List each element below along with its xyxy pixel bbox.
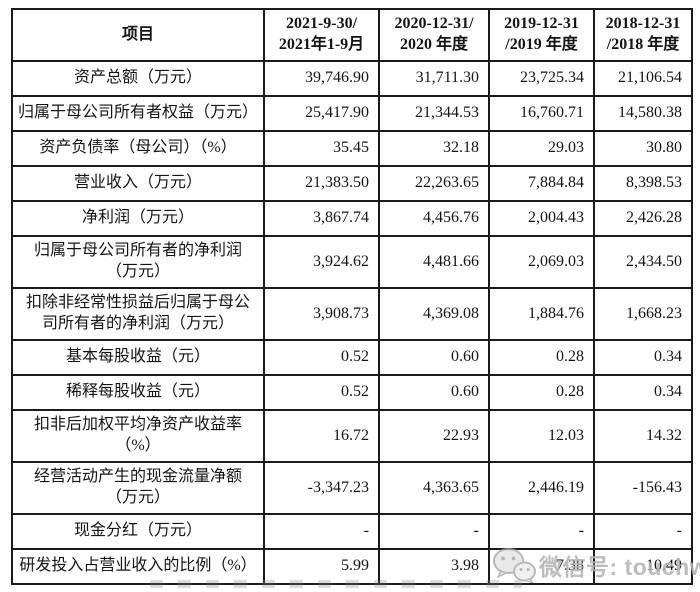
value-cell: 4,481.66 bbox=[378, 235, 490, 289]
value-cell: 12.03 bbox=[488, 409, 595, 463]
value-cell: 2,434.50 bbox=[593, 235, 693, 289]
table-row-deducted-net-profit: 扣除非经常性损益后归属于母公 司所有者的净利润（万元） 3,908.73 4,3… bbox=[11, 287, 693, 341]
header-cell-period-2021: 2021-9-30/ 2021年1-9月 bbox=[263, 8, 380, 62]
value-cell: 2,446.19 bbox=[488, 461, 595, 515]
value-cell: - bbox=[488, 513, 595, 550]
value-cell: 32.18 bbox=[378, 130, 490, 167]
value-cell: 2,069.03 bbox=[488, 235, 595, 289]
value-cell: 0.28 bbox=[488, 374, 595, 411]
value-cell: 2,426.28 bbox=[593, 200, 693, 237]
value-cell: 0.60 bbox=[378, 339, 490, 376]
row-label: 净利润（万元） bbox=[11, 200, 265, 237]
value-cell: 0.34 bbox=[593, 374, 693, 411]
value-cell: 29.03 bbox=[488, 130, 595, 167]
row-label: 基本每股收益（元） bbox=[11, 339, 265, 376]
row-label: 扣非后加权平均净资产收益率 （%） bbox=[11, 409, 265, 463]
table-row-rd-ratio: 研发投入占营业收入的比例（%） 5.99 3.98 7.38 10.49 bbox=[11, 548, 693, 585]
value-cell: 14,580.38 bbox=[593, 95, 693, 132]
row-label: 研发投入占营业收入的比例（%） bbox=[11, 548, 265, 585]
value-cell: 1,884.76 bbox=[488, 287, 595, 341]
value-cell: 23,725.34 bbox=[488, 60, 595, 97]
row-label: 营业收入（万元） bbox=[11, 165, 265, 202]
table-row-parent-net-profit: 归属于母公司所有者的净利润 （万元） 3,924.62 4,481.66 2,0… bbox=[11, 235, 693, 289]
row-label: 归属于母公司所有者的净利润 （万元） bbox=[11, 235, 265, 289]
value-cell: 0.60 bbox=[378, 374, 490, 411]
header-cell-period-2018: 2018-12-31 /2018 年度 bbox=[593, 8, 693, 62]
value-cell: 3,867.74 bbox=[263, 200, 380, 237]
value-cell: 21,383.50 bbox=[263, 165, 380, 202]
value-cell: 21,344.53 bbox=[378, 95, 490, 132]
row-label: 稀释每股收益（元） bbox=[11, 374, 265, 411]
value-cell: 4,456.76 bbox=[378, 200, 490, 237]
wechat-watermark: 微信号: touchweb bbox=[492, 547, 700, 583]
value-cell: 4,369.08 bbox=[378, 287, 490, 341]
value-cell: 5.99 bbox=[263, 548, 380, 585]
wechat-icon bbox=[493, 548, 536, 583]
table-row-revenue: 营业收入（万元） 21,383.50 22,263.65 7,884.84 8,… bbox=[11, 165, 693, 202]
value-cell: -3,347.23 bbox=[263, 461, 380, 515]
value-cell: 22,263.65 bbox=[378, 165, 490, 202]
table-header-row: 项目 2021-9-30/ 2021年1-9月 2020-12-31/ 2020… bbox=[11, 8, 693, 62]
value-cell: 3,924.62 bbox=[263, 235, 380, 289]
value-cell: - bbox=[263, 513, 380, 550]
value-cell: 39,746.90 bbox=[263, 60, 380, 97]
table-row-debt-ratio: 资产负债率（母公司）（%） 35.45 32.18 29.03 30.80 bbox=[11, 130, 693, 167]
value-cell: - bbox=[593, 513, 693, 550]
value-cell: 22.93 bbox=[378, 409, 490, 463]
table-row-total-assets: 资产总额（万元） 39,746.90 31,711.30 23,725.34 2… bbox=[11, 60, 693, 97]
header-cell-period-2019: 2019-12-31 /2019 年度 bbox=[488, 8, 595, 62]
value-cell: 30.80 bbox=[593, 130, 693, 167]
row-label: 归属于母公司所有者权益（万元） bbox=[11, 95, 265, 132]
row-label: 资产总额（万元） bbox=[11, 60, 265, 97]
value-cell: 3,908.73 bbox=[263, 287, 380, 341]
row-label: 经营活动产生的现金流量净额 （万元） bbox=[11, 461, 265, 515]
value-cell: 2,004.43 bbox=[488, 200, 595, 237]
row-label: 扣除非经常性损益后归属于母公 司所有者的净利润（万元） bbox=[11, 287, 265, 341]
table-row-parent-equity: 归属于母公司所有者权益（万元） 25,417.90 21,344.53 16,7… bbox=[11, 95, 693, 132]
cutoff-text-remnant bbox=[150, 580, 522, 588]
financial-summary-table: 项目 2021-9-30/ 2021年1-9月 2020-12-31/ 2020… bbox=[11, 8, 693, 585]
value-cell: 0.28 bbox=[488, 339, 595, 376]
value-cell: 16,760.71 bbox=[488, 95, 595, 132]
value-cell: 21,106.54 bbox=[593, 60, 693, 97]
value-cell: 7,884.84 bbox=[488, 165, 595, 202]
value-cell: 35.45 bbox=[263, 130, 380, 167]
table-row-operating-cash-flow: 经营活动产生的现金流量净额 （万元） -3,347.23 4,363.65 2,… bbox=[11, 461, 693, 515]
table-row-diluted-eps: 稀释每股收益（元） 0.52 0.60 0.28 0.34 bbox=[11, 374, 693, 411]
value-cell: 0.52 bbox=[263, 339, 380, 376]
value-cell: 14.32 bbox=[593, 409, 693, 463]
value-cell: - bbox=[378, 513, 490, 550]
value-cell: 16.72 bbox=[263, 409, 380, 463]
row-label: 资产负债率（母公司）（%） bbox=[11, 130, 265, 167]
value-cell: 3.98 bbox=[378, 548, 490, 585]
header-cell-period-2020: 2020-12-31/ 2020 年度 bbox=[378, 8, 490, 62]
value-cell: 4,363.65 bbox=[378, 461, 490, 515]
value-cell: 8,398.53 bbox=[593, 165, 693, 202]
watermark-text: 微信号: touchweb bbox=[539, 554, 700, 580]
value-cell: 25,417.90 bbox=[263, 95, 380, 132]
row-label: 现金分红（万元） bbox=[11, 513, 265, 550]
value-cell: 31,711.30 bbox=[378, 60, 490, 97]
value-cell: 1,668.23 bbox=[593, 287, 693, 341]
value-cell: -156.43 bbox=[593, 461, 693, 515]
value-cell: 0.34 bbox=[593, 339, 693, 376]
header-cell-item: 项目 bbox=[11, 8, 265, 62]
table-row-cash-dividend: 现金分红（万元） - - - - bbox=[11, 513, 693, 550]
table-row-weighted-roe: 扣非后加权平均净资产收益率 （%） 16.72 22.93 12.03 14.3… bbox=[11, 409, 693, 463]
table-row-net-profit: 净利润（万元） 3,867.74 4,456.76 2,004.43 2,426… bbox=[11, 200, 693, 237]
value-cell: 0.52 bbox=[263, 374, 380, 411]
table-row-basic-eps: 基本每股收益（元） 0.52 0.60 0.28 0.34 bbox=[11, 339, 693, 376]
value-cell: 10.49 bbox=[593, 548, 693, 585]
